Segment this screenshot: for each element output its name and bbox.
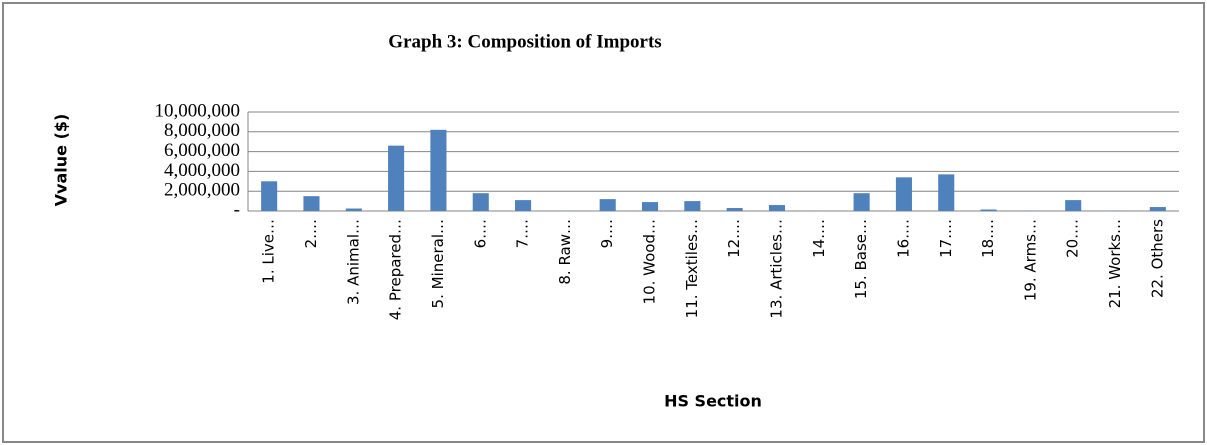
y-tick-label: 4,000,000: [164, 160, 240, 181]
y-tick-label: 10,000,000: [155, 100, 241, 121]
bar: [641, 202, 659, 211]
x-tick-label: 19. Arms…: [1021, 219, 1039, 301]
bar: [345, 208, 362, 211]
x-tick-label: 2.…: [302, 219, 320, 248]
x-tick-label: 11. Textiles…: [683, 219, 701, 318]
bar: [768, 205, 786, 211]
x-tick-label: 17.…: [937, 219, 955, 258]
y-axis-title: Vvalue ($): [52, 114, 71, 207]
bar: [303, 196, 320, 211]
x-tick-label: 20.…: [1064, 219, 1082, 258]
x-tick-label: 3. Animal…: [344, 219, 362, 305]
y-tick-label: 6,000,000: [164, 140, 240, 161]
x-tick-label: 12.…: [725, 219, 743, 258]
chart-title: Graph 3: Composition of Imports: [388, 31, 661, 52]
bar: [726, 208, 743, 211]
bar: [938, 174, 955, 211]
bar: [1149, 207, 1166, 211]
x-tick-label: 21. Works…: [1106, 219, 1124, 308]
y-tick-label: 2,000,000: [164, 180, 240, 201]
x-tick-label: 22. Others: [1148, 219, 1166, 298]
x-tick-label: 5. Mineral…: [429, 219, 447, 308]
x-tick-label: 18.…: [979, 219, 997, 258]
x-tick-label: 16.…: [894, 219, 912, 258]
bar: [684, 201, 701, 211]
x-tick-label: 1. Live…: [260, 219, 278, 284]
bar: [388, 145, 405, 211]
x-tick-label: 9.…: [598, 219, 616, 248]
y-tick-label: -: [234, 199, 240, 220]
x-tick-label: 6.…: [471, 219, 489, 248]
x-tick-label: 15. Base…: [852, 219, 870, 299]
y-tick-label: 8,000,000: [164, 120, 240, 141]
x-tick-label: 10. Wood…: [641, 219, 659, 304]
bar: [599, 199, 616, 211]
bar: [1065, 200, 1082, 211]
bar: [980, 209, 997, 211]
x-tick-label: 14.…: [810, 219, 828, 258]
x-tick-label: 7.…: [514, 219, 532, 248]
bar: [515, 200, 532, 211]
bar: [261, 181, 278, 211]
bar: [895, 177, 912, 211]
bar: [430, 129, 447, 211]
x-tick-label: 13. Articles…: [767, 219, 785, 319]
x-tick-label: 4. Prepared…: [387, 219, 405, 320]
x-tick-label: 8. Raw…: [556, 219, 574, 285]
bar: [472, 193, 489, 211]
x-axis-title: HS Section: [664, 392, 762, 411]
bar: [853, 193, 870, 211]
